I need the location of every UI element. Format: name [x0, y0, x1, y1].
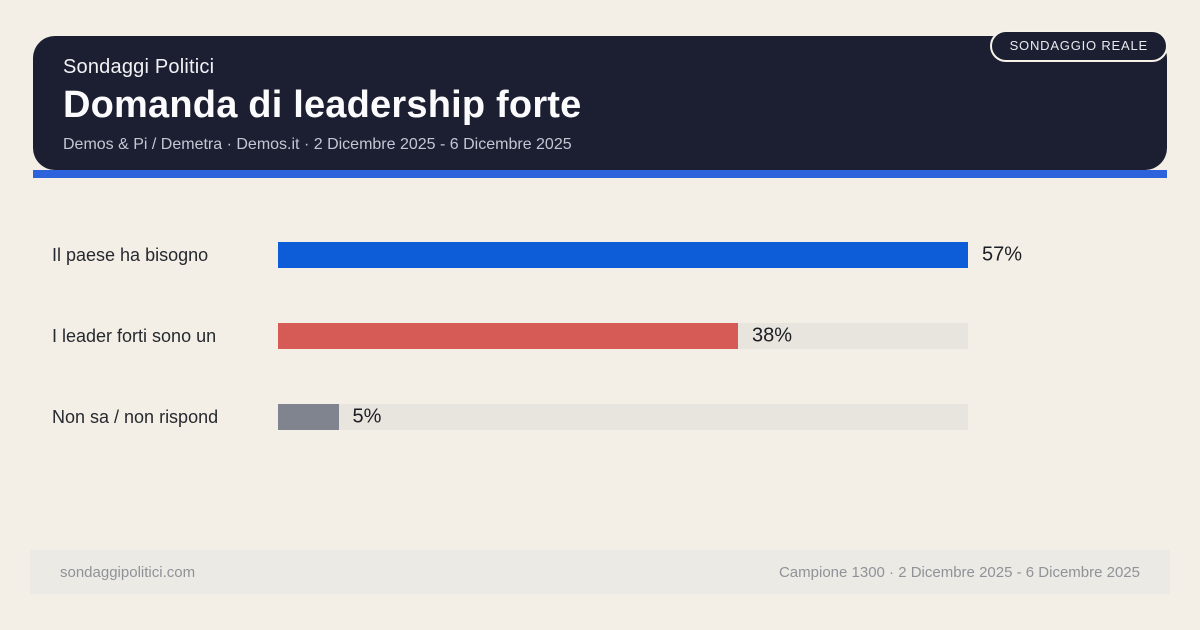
bar-track: 57% [278, 242, 1022, 268]
status-badge-label: SONDAGGIO REALE [1009, 38, 1148, 53]
bar-value: 38% [751, 324, 793, 347]
bar-track: 5% [278, 404, 968, 430]
footer-site-url: sondaggipolitici.com [60, 563, 196, 581]
bar-row: I leader forti sono un 38% [52, 323, 1200, 349]
bar-label: Il paese ha bisogno [52, 244, 209, 265]
bar-fill [278, 242, 968, 268]
bar-label: I leader forti sono un [52, 325, 217, 346]
header-card: Sondaggi Politici Domanda di leadership … [33, 36, 1167, 170]
bar-label: Non sa / non rispond [52, 406, 219, 427]
page-title: Domanda di leadership forte [63, 84, 582, 126]
bar-track: 38% [278, 323, 968, 349]
footer: sondaggipolitici.com Campione 1300 · 2 D… [30, 550, 1170, 594]
bar-value: 57% [982, 243, 1023, 266]
bar-fill [278, 404, 339, 430]
footer-sample-info: Campione 1300 · 2 Dicembre 2025 - 6 Dice… [778, 563, 1140, 581]
status-badge: SONDAGGIO REALE [989, 30, 1168, 62]
bar-chart: Il paese ha bisogno 57% I leader forti son… [52, 242, 1200, 485]
bar-row: Il paese ha bisogno 57% [52, 242, 1200, 268]
bar-fill [278, 323, 738, 349]
bar-row: Non sa / non rispond 5% [52, 404, 1200, 430]
accent-stripe [33, 170, 1167, 178]
brand-kicker: Sondaggi Politici [63, 56, 215, 78]
source-subtitle: Demos & Pi / Demetra · Demos.it · 2 Dice… [63, 135, 572, 153]
bar-value: 5% [352, 405, 382, 428]
